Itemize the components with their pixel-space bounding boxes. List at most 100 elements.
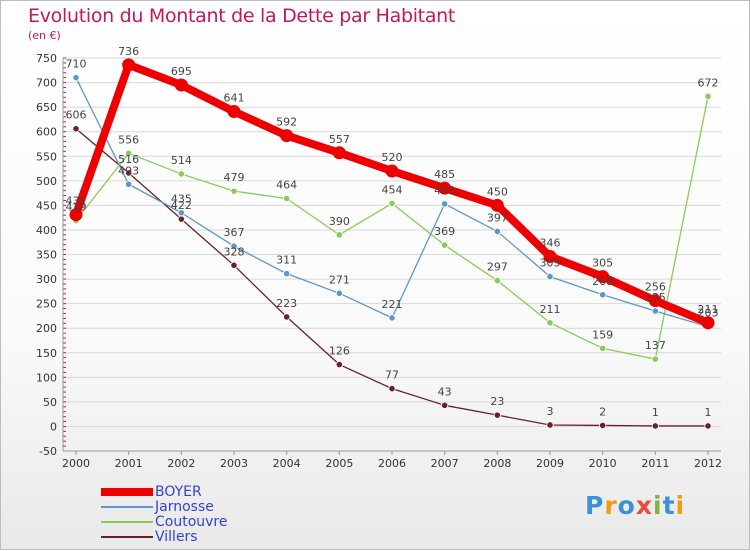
data-point-jarnosse — [283, 270, 291, 278]
data-label-boyer: 431 — [66, 195, 87, 208]
data-point-boyer — [122, 58, 136, 72]
x-tick-label: 2000 — [62, 457, 90, 470]
y-tick-label: 0 — [50, 420, 57, 433]
x-tick-label: 2005 — [325, 457, 353, 470]
data-label-coutouvre: 137 — [645, 339, 666, 352]
data-label-jarnosse: 268 — [592, 275, 613, 288]
data-label-boyer: 557 — [329, 133, 350, 146]
x-tick-label: 2003 — [220, 457, 248, 470]
y-tick-label: 600 — [36, 126, 57, 139]
data-label-villers: 23 — [490, 395, 504, 408]
data-point-boyer — [596, 270, 610, 284]
data-point-coutouvre — [230, 187, 238, 195]
y-tick-label: 50 — [43, 396, 57, 409]
data-point-boyer — [648, 294, 662, 308]
y-tick-label: 250 — [36, 298, 57, 311]
data-label-villers: 2 — [599, 405, 606, 418]
data-label-jarnosse: 435 — [171, 193, 192, 206]
data-label-jarnosse: 305 — [540, 257, 561, 270]
legend-label-villers: Villers — [155, 529, 198, 545]
data-point-villers — [177, 215, 185, 223]
data-label-jarnosse: 493 — [118, 164, 139, 177]
data-label-villers: 126 — [329, 345, 350, 358]
legend-item-jarnosse: Jarnosse — [101, 499, 301, 515]
data-label-jarnosse: 710 — [66, 58, 87, 71]
legend-label-boyer: BOYER — [155, 484, 202, 500]
logo-letter: i — [675, 491, 686, 520]
data-point-jarnosse — [441, 200, 449, 208]
data-point-boyer — [332, 146, 346, 160]
x-tick-label: 2009 — [536, 457, 564, 470]
data-label-villers: 77 — [385, 369, 399, 382]
data-label-boyer: 520 — [382, 151, 403, 164]
data-point-boyer — [385, 164, 399, 178]
data-point-coutouvre — [546, 319, 554, 327]
data-label-coutouvre: 479 — [224, 171, 245, 184]
data-point-boyer — [69, 208, 83, 222]
y-tick-label: 650 — [36, 101, 57, 114]
legend: BOYER Jarnosse Coutouvre Villers — [101, 484, 301, 545]
data-label-villers: 1 — [652, 406, 659, 419]
data-point-villers — [546, 421, 554, 429]
data-point-coutouvre — [704, 92, 712, 100]
data-label-jarnosse: 367 — [224, 226, 245, 239]
data-point-villers — [230, 261, 238, 269]
data-point-boyer — [280, 129, 294, 143]
data-label-jarnosse: 311 — [276, 254, 297, 267]
data-label-coutouvre: 211 — [540, 303, 561, 316]
data-point-villers — [388, 385, 396, 393]
data-label-villers: 422 — [171, 199, 192, 212]
logo-letter: i — [653, 491, 663, 520]
data-label-jarnosse: 221 — [382, 298, 403, 311]
data-label-villers: 223 — [276, 297, 297, 310]
data-label-coutouvre: 556 — [118, 133, 139, 146]
data-point-jarnosse — [230, 242, 238, 250]
data-point-boyer — [490, 198, 504, 212]
data-point-boyer — [227, 105, 241, 119]
data-point-coutouvre — [283, 194, 291, 203]
data-label-coutouvre: 672 — [698, 76, 719, 89]
data-label-jarnosse: 397 — [487, 211, 508, 224]
x-tick-label: 2008 — [483, 457, 511, 470]
data-point-jarnosse — [493, 227, 501, 236]
legend-swatch-coutouvre — [101, 521, 153, 523]
data-label-jarnosse: 235 — [645, 291, 666, 304]
y-tick-label: 400 — [36, 224, 57, 237]
logo-letter: t — [662, 491, 676, 520]
data-point-coutouvre — [125, 149, 133, 157]
data-label-villers: 606 — [66, 109, 87, 122]
y-tick-label: 700 — [36, 77, 57, 90]
data-point-villers — [283, 313, 291, 321]
data-label-boyer: 641 — [224, 92, 245, 105]
data-point-coutouvre — [651, 355, 659, 363]
legend-item-coutouvre: Coutouvre — [101, 514, 301, 530]
y-tick-label: 550 — [36, 150, 57, 163]
data-label-coutouvre: 159 — [592, 328, 613, 341]
data-label-coutouvre: 369 — [434, 225, 455, 238]
data-label-jarnosse: 271 — [329, 273, 350, 286]
data-point-coutouvre — [335, 231, 343, 239]
data-label-coutouvre: 464 — [276, 178, 297, 191]
data-label-villers: 3 — [547, 405, 554, 418]
data-point-villers — [335, 360, 343, 369]
data-label-villers: 516 — [118, 153, 139, 166]
data-point-villers — [441, 401, 449, 409]
data-label-boyer: 592 — [276, 116, 297, 129]
legend-swatch-boyer — [101, 488, 153, 496]
data-label-boyer: 211 — [698, 303, 719, 316]
data-point-boyer — [701, 316, 715, 330]
legend-swatch-villers — [101, 536, 153, 538]
logo-letter: x — [635, 491, 653, 520]
data-label-villers: 328 — [224, 245, 245, 258]
data-label-villers: 1 — [705, 406, 712, 419]
data-point-villers — [125, 169, 133, 177]
data-point-coutouvre — [441, 241, 449, 249]
x-tick-label: 2007 — [431, 457, 459, 470]
data-label-jarnosse: 453 — [434, 184, 455, 197]
data-label-coutouvre: 390 — [329, 215, 350, 228]
data-point-boyer — [438, 181, 452, 195]
data-point-coutouvre — [599, 344, 607, 352]
x-tick-label: 2012 — [694, 457, 722, 470]
legend-item-boyer: BOYER — [101, 484, 301, 500]
